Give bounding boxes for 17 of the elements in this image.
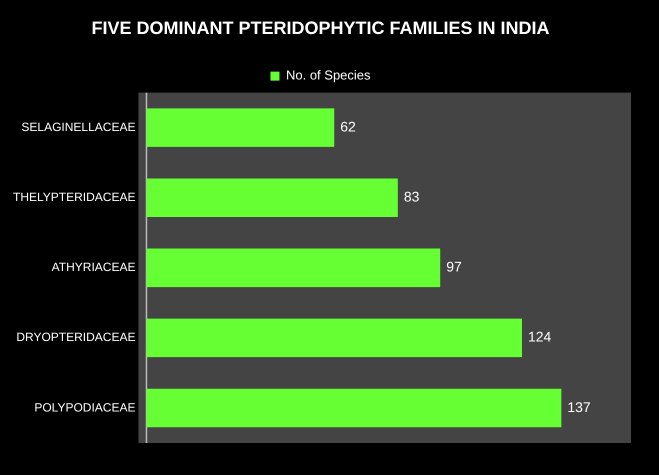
bar bbox=[146, 388, 562, 428]
data-label: 83 bbox=[404, 188, 420, 205]
data-label: 62 bbox=[340, 118, 356, 134]
data-label: 124 bbox=[528, 328, 552, 345]
y-tick-label: DRYOPTERIDACEAE bbox=[16, 330, 136, 344]
data-label: 137 bbox=[567, 398, 591, 415]
legend-label: No. of Species bbox=[286, 68, 372, 83]
bar bbox=[146, 108, 334, 147]
y-tick-label: POLYPODIACEAE bbox=[34, 400, 136, 414]
bar bbox=[146, 318, 522, 358]
y-tick-label: THELYPTERIDACEAE bbox=[12, 190, 136, 204]
data-label: 97 bbox=[446, 258, 462, 275]
chart-title: FIVE DOMINANT PTERIDOPHYTIC FAMILIES IN INDIA bbox=[91, 18, 550, 38]
bar bbox=[146, 248, 440, 288]
y-tick-label: ATHYRIACEAE bbox=[52, 260, 136, 274]
y-tick-label: SELAGINELLACEAE bbox=[21, 120, 136, 134]
bar bbox=[146, 178, 398, 217]
